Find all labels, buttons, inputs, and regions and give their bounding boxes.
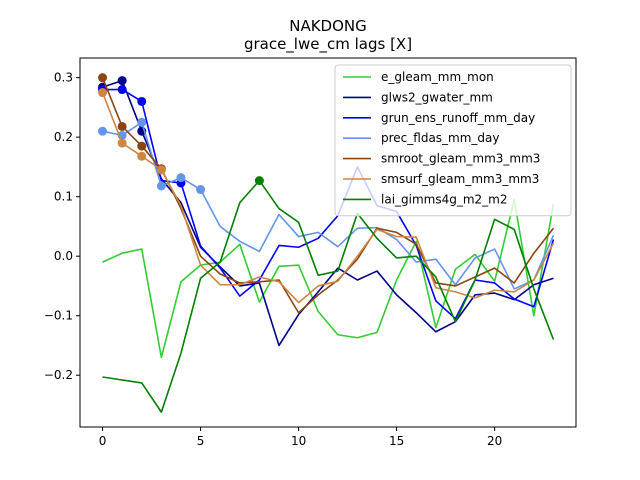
- series-point-smsurf_gleam_mm3_mm3: [137, 151, 147, 161]
- series-point-lai_gimms4g_m2_m2: [254, 176, 264, 186]
- legend-label: glws2_gwater_mm: [381, 90, 493, 104]
- y-tick-label: −0.2: [44, 368, 73, 382]
- legend-label: e_gleam_mm_mon: [381, 70, 494, 84]
- legend-label: smroot_gleam_mm3_mm3: [381, 152, 540, 166]
- legend-box: [334, 64, 572, 217]
- y-tick-label: 0.3: [54, 71, 73, 85]
- series-point-prec_fldas_mm_day: [98, 126, 108, 136]
- x-axis: 0 5 10 15 20: [99, 427, 502, 448]
- x-tick-label: 5: [197, 434, 205, 448]
- legend: e_gleam_mm_mon glws2_gwater_mm grun_ens_ru…: [334, 64, 572, 217]
- chart-title: NAKDONG: [289, 17, 367, 35]
- legend-label: lai_gimms4g_m2_m2: [381, 192, 508, 206]
- x-tick-label: 10: [291, 434, 306, 448]
- y-tick-label: 0.2: [54, 130, 73, 144]
- x-tick-label: 0: [99, 434, 107, 448]
- series-point-smroot_gleam_mm3_mm3: [98, 73, 108, 83]
- y-tick-label: 0.1: [54, 190, 73, 204]
- chart-subtitle: grace_lwe_cm lags [X]: [244, 35, 412, 54]
- x-tick-label: 20: [487, 434, 502, 448]
- axes-frame: [79, 57, 577, 428]
- series-point-smsurf_gleam_mm3_mm3: [117, 138, 127, 148]
- series-point-smroot_gleam_mm3_mm3: [137, 141, 147, 151]
- x-tick-label: 15: [389, 434, 404, 448]
- legend-label: prec_fldas_mm_day: [381, 131, 500, 145]
- series-point-prec_fldas_mm_day: [137, 117, 147, 127]
- series-point-grun_ens_runoff_mm_day: [137, 96, 147, 106]
- plot-area: [98, 73, 555, 413]
- series-line-e_gleam_mm_mon: [102, 198, 555, 359]
- series-line-smroot_gleam_mm3_mm3: [101, 77, 555, 314]
- y-tick-label: −0.1: [44, 309, 73, 323]
- series-point-smsurf_gleam_mm3_mm3: [98, 88, 108, 98]
- series-point-prec_fldas_mm_day: [196, 185, 206, 195]
- y-axis: −0.2 −0.1 0.0 0.1 0.2 0.3: [44, 71, 80, 382]
- series-point-smroot_gleam_mm3_mm3: [117, 121, 127, 131]
- y-tick-label: 0.0: [54, 249, 73, 263]
- series-point-smsurf_gleam_mm3_mm3: [156, 165, 166, 175]
- legend-label: grun_ens_runoff_mm_day: [381, 111, 535, 125]
- series-point-grun_ens_runoff_mm_day: [117, 85, 127, 95]
- legend-label: smsurf_gleam_mm3_mm3: [381, 172, 539, 186]
- series-line-smsurf_gleam_mm3_mm3: [101, 92, 555, 304]
- series-point-prec_fldas_mm_day: [156, 181, 166, 191]
- series-line-lai_gimms4g_m2_m2: [102, 179, 555, 413]
- series-point-glws2_gwater_mm: [117, 76, 127, 86]
- series-point-prec_fldas_mm_day: [176, 173, 186, 183]
